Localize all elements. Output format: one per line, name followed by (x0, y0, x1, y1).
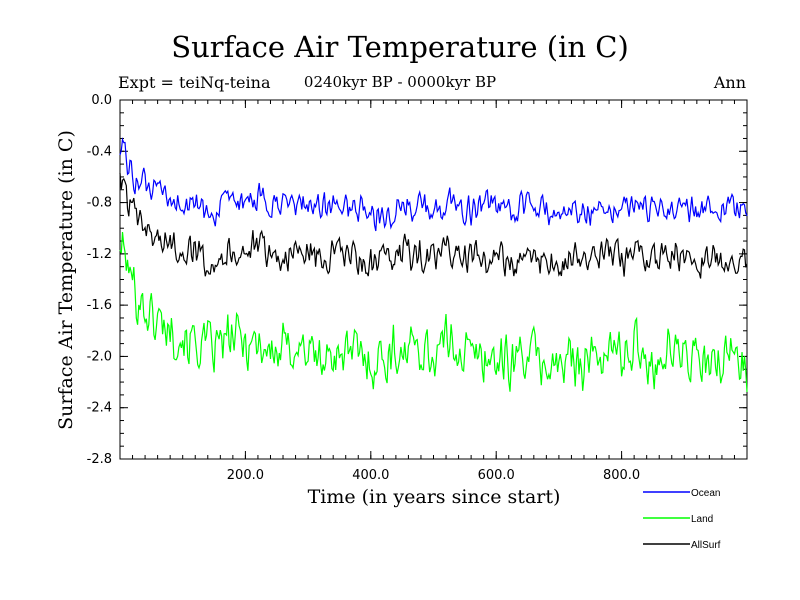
series-line-ocean (119, 137, 748, 232)
series-line-allsurf (119, 173, 748, 279)
legend-label-ocean: Ocean (691, 488, 720, 499)
y-tick-label: -1.2 (87, 247, 112, 262)
plot-frame (119, 99, 748, 460)
chart-subtitle: 0240kyr BP - 0000kyr BP (303, 73, 497, 91)
y-tick-label: 0.0 (91, 93, 112, 108)
y-tick-label: -2.4 (87, 401, 112, 416)
legend-label-land: Land (691, 514, 713, 525)
period-label: Ann (713, 73, 746, 92)
experiment-label: Expt = teiNq-teina (118, 73, 271, 92)
x-tick-label: 800.0 (603, 468, 640, 483)
legend-label-allsurf: AllSurf (691, 540, 721, 551)
x-tick-label: 600.0 (478, 468, 515, 483)
series-lines (119, 137, 748, 393)
x-tick-label: 200.0 (227, 468, 264, 483)
y-tick-label: -2.8 (87, 452, 112, 467)
legend: Ocean Land AllSurf (643, 488, 721, 551)
y-tick-label: -2.0 (87, 349, 112, 364)
x-tick-label: 400.0 (352, 468, 389, 483)
x-axis-label: Time (in years since start) (307, 486, 561, 508)
y-tick-label: -0.4 (87, 144, 112, 159)
axis-ticks: 0.0 -0.4 -0.8 -1.2 -1.6 -2.0 -2.4 -2.8 200.0 400.… (87, 93, 747, 483)
y-tick-label: -1.6 (87, 298, 112, 313)
y-tick-label: -0.8 (87, 196, 112, 211)
series-line-land (119, 231, 748, 393)
chart-title: Surface Air Temperature (in C) (171, 30, 629, 64)
